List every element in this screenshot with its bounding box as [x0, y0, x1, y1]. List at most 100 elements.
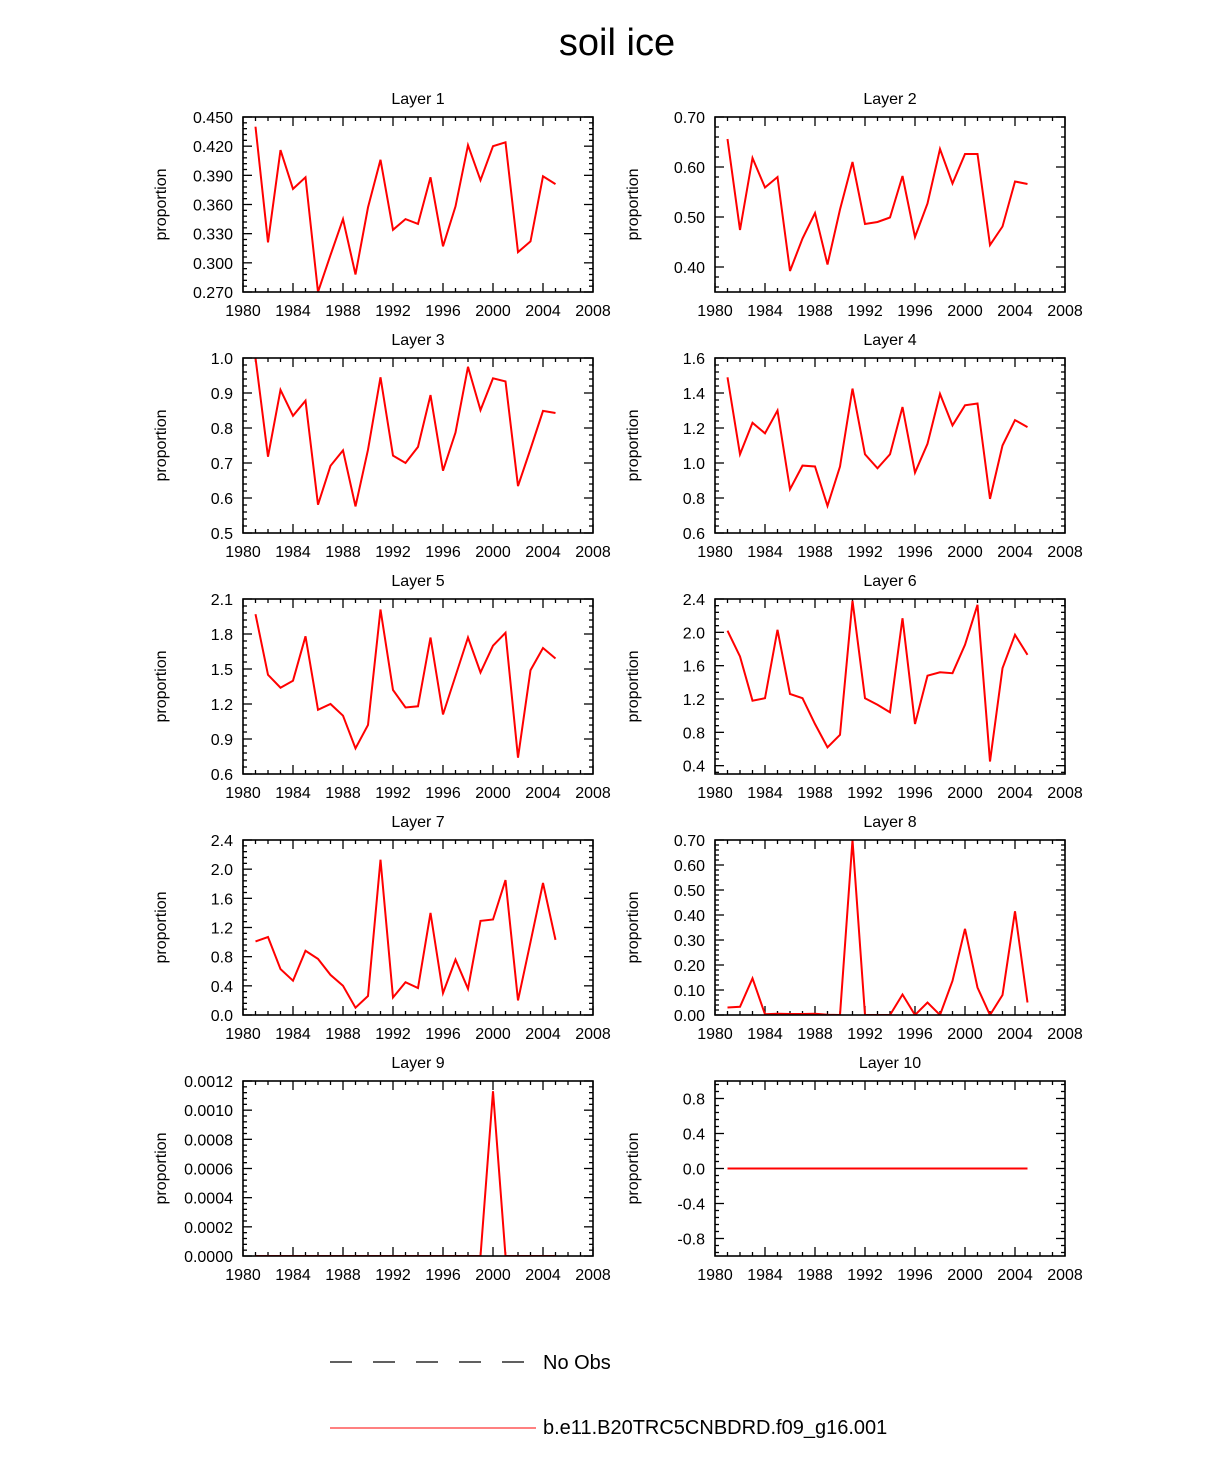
x-tick-label: 1984 [275, 1026, 311, 1043]
x-tick-label: 2008 [575, 785, 611, 802]
x-tick-label: 1992 [847, 544, 883, 561]
panel-title: Layer 6 [863, 573, 916, 590]
plot-frame [242, 1080, 594, 1257]
y-tick-label: 0.70 [674, 833, 705, 850]
y-axis-label: proportion [625, 1132, 642, 1204]
y-tick-label: 1.6 [683, 659, 705, 676]
y-tick-label: 0.9 [211, 732, 233, 749]
x-tick-label: 1984 [747, 303, 783, 320]
y-tick-label: 2.4 [683, 592, 705, 609]
x-tick-label: 2000 [947, 544, 983, 561]
y-tick-label: 0.300 [193, 256, 233, 273]
y-tick-label: 1.0 [211, 351, 233, 368]
y-axis-label: proportion [625, 168, 642, 240]
x-tick-label: 1980 [225, 1267, 261, 1284]
y-tick-label: 0.8 [683, 491, 705, 508]
y-tick-label: 1.6 [683, 351, 705, 368]
y-tick-label: 1.2 [683, 692, 705, 709]
y-tick-label: 0.70 [674, 110, 705, 127]
x-tick-label: 2004 [997, 303, 1033, 320]
x-tick-label: 2004 [997, 544, 1033, 561]
x-tick-label: 2000 [947, 1267, 983, 1284]
x-tick-label: 1984 [747, 785, 783, 802]
x-tick-label: 1980 [225, 785, 261, 802]
x-tick-label: 1988 [797, 544, 833, 561]
series-line [254, 609, 557, 758]
plot-frame [714, 1080, 1066, 1257]
x-tick-label: 1984 [275, 785, 311, 802]
y-tick-label: 0.8 [211, 421, 233, 438]
y-tick-label: 0.270 [193, 285, 233, 302]
y-tick-label: 0.40 [674, 908, 705, 925]
y-tick-label: 1.2 [211, 697, 233, 714]
x-tick-label: 1980 [697, 303, 733, 320]
x-tick-label: 2008 [575, 303, 611, 320]
y-tick-label: 0.330 [193, 227, 233, 244]
x-tick-label: 1992 [375, 1267, 411, 1284]
y-tick-label: 1.6 [211, 891, 233, 908]
x-tick-label: 2004 [525, 1026, 561, 1043]
y-tick-label: 0.20 [674, 958, 705, 975]
x-tick-label: 2008 [575, 1026, 611, 1043]
x-tick-label: 1984 [747, 1026, 783, 1043]
panel-layer-7: Layer 7 proportion 1980 1984 1988 1992 1996 200… [153, 814, 611, 1043]
series-line [254, 126, 557, 292]
y-tick-label: 1.2 [683, 421, 705, 438]
x-tick-label: 1980 [697, 1267, 733, 1284]
x-tick-label: 1992 [375, 303, 411, 320]
y-tick-label: 0.0 [211, 1008, 233, 1025]
y-tick-label: 0.0002 [184, 1220, 233, 1237]
legend-no-obs-swatch [330, 1361, 536, 1363]
x-tick-label: 1996 [897, 1267, 933, 1284]
y-tick-label: 1.0 [683, 456, 705, 473]
y-tick-label: 0.60 [674, 160, 705, 177]
x-tick-label: 2000 [947, 1026, 983, 1043]
x-tick-label: 2004 [997, 1267, 1033, 1284]
x-tick-label: 2000 [947, 303, 983, 320]
x-tick-label: 1996 [897, 544, 933, 561]
x-tick-label: 1992 [375, 544, 411, 561]
x-tick-label: 2004 [525, 1267, 561, 1284]
panel-layer-9: Layer 9 proportion 1980 1984 1988 1992 1996 200… [153, 1055, 611, 1284]
x-tick-label: 1980 [697, 785, 733, 802]
y-tick-label: -0.4 [677, 1197, 705, 1214]
y-tick-label: 0.0012 [184, 1074, 233, 1091]
x-tick-label: 2008 [1047, 1267, 1083, 1284]
x-tick-label: 1992 [847, 303, 883, 320]
x-tick-label: 1980 [697, 1026, 733, 1043]
y-tick-label: 0.8 [683, 1092, 705, 1109]
y-tick-label: 0.7 [211, 456, 233, 473]
plot-frame [714, 116, 1066, 293]
y-tick-label: 0.8 [683, 725, 705, 742]
panel-layer-6: Layer 6 proportion 1980 1984 1988 1992 1996 200… [625, 573, 1083, 802]
panel-title: Layer 4 [863, 332, 916, 349]
plot-frame [242, 598, 594, 775]
y-tick-label: 0.360 [193, 198, 233, 215]
y-tick-label: 0.4 [683, 759, 705, 776]
y-tick-label: 0.00 [674, 1008, 705, 1025]
x-tick-label: 1980 [225, 544, 261, 561]
x-tick-label: 1996 [425, 303, 461, 320]
x-tick-label: 2004 [525, 303, 561, 320]
panel-layer-3: Layer 3 proportion 1980 1984 1988 1992 1996 200… [153, 332, 611, 561]
x-tick-label: 2008 [1047, 544, 1083, 561]
plot-frame [714, 357, 1066, 534]
x-tick-label: 1992 [847, 1026, 883, 1043]
x-tick-label: 1988 [325, 544, 361, 561]
series-line [726, 138, 1028, 272]
panel-title: Layer 10 [859, 1055, 921, 1072]
y-tick-label: 2.0 [683, 625, 705, 642]
x-tick-label: 2004 [525, 544, 561, 561]
series-line [254, 358, 556, 507]
x-tick-label: 1996 [425, 1267, 461, 1284]
panel-layer-5: Layer 5 proportion 1980 1984 1988 1992 1996 200… [153, 573, 611, 802]
y-tick-label: -0.8 [677, 1232, 705, 1249]
y-tick-label: 0.450 [193, 110, 233, 127]
y-tick-label: 0.10 [674, 983, 705, 1000]
x-tick-label: 1996 [897, 1026, 933, 1043]
series-line [726, 377, 1028, 510]
y-tick-label: 0.0 [683, 1162, 705, 1179]
y-tick-label: 0.6 [211, 491, 233, 508]
y-tick-label: 0.30 [674, 933, 705, 950]
